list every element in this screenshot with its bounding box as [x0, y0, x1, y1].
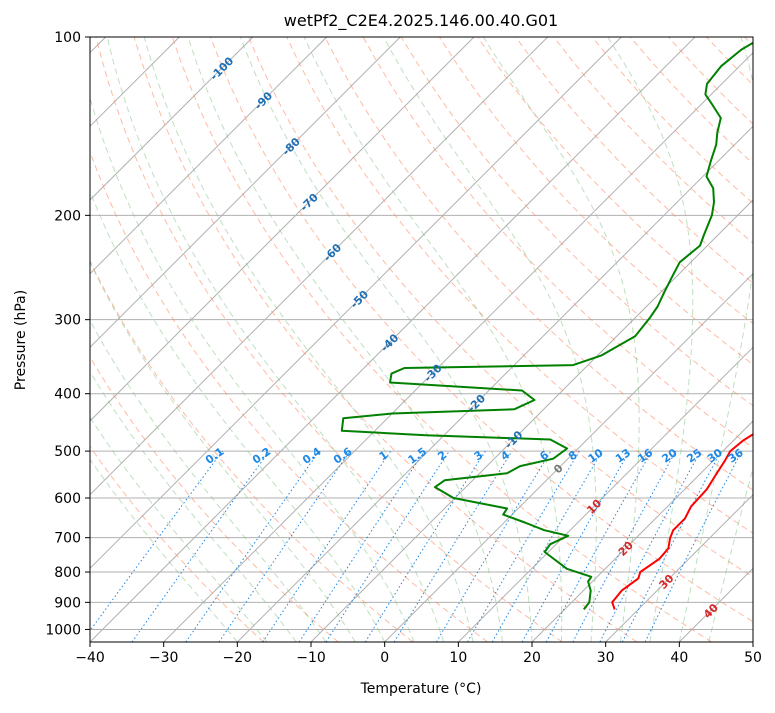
plot-background [90, 37, 753, 642]
y-tick-label: 1000 [45, 622, 81, 638]
y-tick-label: 300 [54, 313, 81, 329]
y-tick-label: 700 [54, 531, 81, 547]
chart-title: wetPf2_C2E4.2025.146.00.40.G01 [284, 11, 558, 31]
x-tick-label: 30 [597, 650, 615, 666]
x-tick-label: −10 [296, 650, 326, 666]
x-tick-label: −30 [149, 650, 179, 666]
x-tick-label: −40 [75, 650, 105, 666]
x-tick-label: 20 [523, 650, 541, 666]
y-axis: 100 200 300 400 500 600 700 800 900 1000 [45, 30, 90, 638]
x-tick-label: 0 [380, 650, 389, 666]
x-tick-label: −20 [223, 650, 253, 666]
y-tick-label: 200 [54, 208, 81, 224]
y-tick-label: 800 [54, 565, 81, 581]
x-axis: −40 −30 −20 −10 0 10 20 30 40 50 [75, 642, 762, 666]
y-tick-label: 500 [54, 444, 81, 460]
isotherm-line [753, 37, 775, 642]
y-axis-label: Pressure (hPa) [13, 290, 29, 390]
y-tick-label: 600 [54, 491, 81, 507]
y-tick-label: 400 [54, 387, 81, 403]
x-tick-label: 40 [670, 650, 688, 666]
x-axis-label: Temperature (°C) [360, 681, 482, 697]
x-tick-label: 50 [744, 650, 762, 666]
y-tick-label: 900 [54, 595, 81, 611]
y-tick-label: 100 [54, 30, 81, 46]
x-tick-label: 10 [449, 650, 467, 666]
